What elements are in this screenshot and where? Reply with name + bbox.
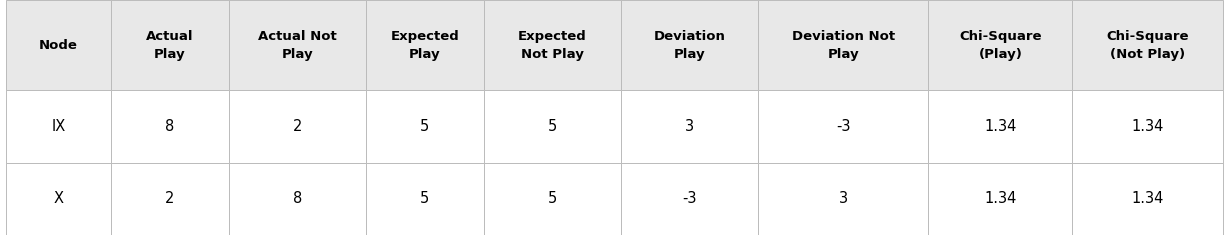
Text: IX: IX — [52, 119, 65, 134]
Text: 1.34: 1.34 — [1132, 119, 1164, 134]
Bar — [229, 0, 366, 90]
Bar — [758, 90, 928, 163]
Bar — [484, 0, 621, 90]
Bar — [366, 0, 484, 90]
Bar — [1073, 0, 1223, 90]
Text: 1.34: 1.34 — [984, 119, 1016, 134]
Text: 5: 5 — [420, 191, 429, 206]
Bar — [6, 90, 111, 163]
Bar — [366, 90, 484, 163]
Text: X: X — [54, 191, 64, 206]
Bar — [229, 163, 366, 235]
Text: Expected
Not Play: Expected Not Play — [517, 30, 586, 61]
Text: 5: 5 — [548, 119, 557, 134]
Bar — [1073, 163, 1223, 235]
Text: Expected
Play: Expected Play — [391, 30, 460, 61]
Text: 3: 3 — [839, 191, 848, 206]
Bar — [111, 0, 229, 90]
Text: Actual Not
Play: Actual Not Play — [258, 30, 337, 61]
Bar — [621, 163, 758, 235]
Bar — [111, 90, 229, 163]
Bar — [6, 163, 111, 235]
Bar — [484, 90, 621, 163]
Text: Actual
Play: Actual Play — [146, 30, 193, 61]
Text: Node: Node — [39, 39, 77, 52]
Bar — [928, 0, 1073, 90]
Bar — [484, 163, 621, 235]
Bar — [758, 0, 928, 90]
Text: -3: -3 — [836, 119, 850, 134]
Text: Deviation
Play: Deviation Play — [654, 30, 725, 61]
Text: 1.34: 1.34 — [1132, 191, 1164, 206]
Bar — [6, 0, 111, 90]
Bar — [758, 163, 928, 235]
Bar — [621, 90, 758, 163]
Text: Chi-Square
(Not Play): Chi-Square (Not Play) — [1106, 30, 1188, 61]
Text: Deviation Not
Play: Deviation Not Play — [791, 30, 895, 61]
Bar — [928, 163, 1073, 235]
Bar — [928, 90, 1073, 163]
Text: 5: 5 — [420, 119, 429, 134]
Bar — [366, 163, 484, 235]
Text: 3: 3 — [685, 119, 694, 134]
Text: 8: 8 — [165, 119, 175, 134]
Text: -3: -3 — [682, 191, 697, 206]
Bar — [111, 163, 229, 235]
Bar — [1073, 90, 1223, 163]
Text: 5: 5 — [548, 191, 557, 206]
Bar — [621, 0, 758, 90]
Text: 2: 2 — [293, 119, 302, 134]
Text: 1.34: 1.34 — [984, 191, 1016, 206]
Text: 2: 2 — [165, 191, 175, 206]
Text: 8: 8 — [293, 191, 302, 206]
Bar — [229, 90, 366, 163]
Text: Chi-Square
(Play): Chi-Square (Play) — [959, 30, 1042, 61]
